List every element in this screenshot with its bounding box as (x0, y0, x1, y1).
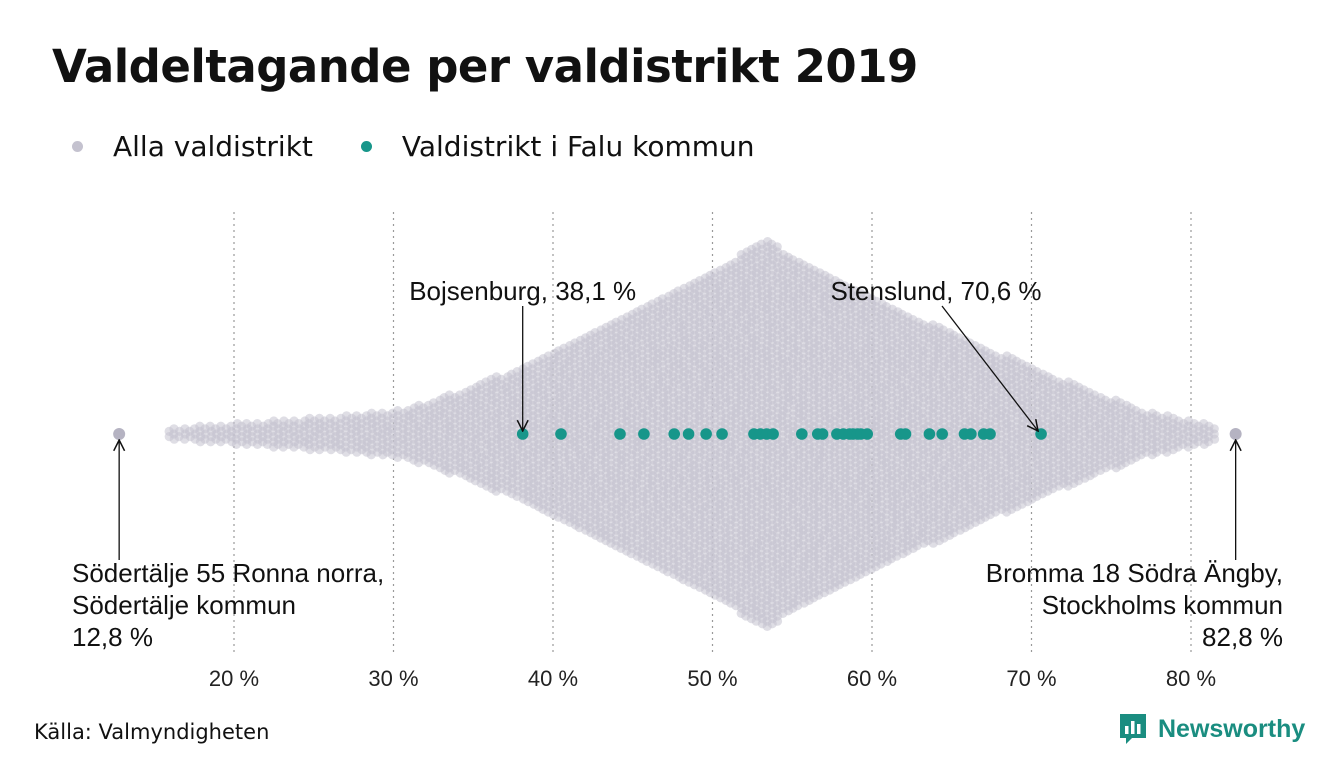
legend: Alla valdistrikt Valdistrikt i Falu komm… (72, 130, 803, 163)
legend-dot-all (72, 141, 83, 152)
district-dot (772, 616, 783, 626)
chart-title: Valdeltagande per valdistrikt 2019 (52, 40, 918, 93)
district-dot (772, 242, 782, 252)
legend-label-falun: Valdistrikt i Falu kommun (401, 130, 755, 163)
legend-dot-falun (360, 141, 372, 152)
all-districts-swarm (113, 237, 1242, 632)
legend-item-all: Alla valdistrikt (72, 130, 313, 163)
legend-label-all: Alla valdistrikt (113, 130, 313, 163)
legend-item-falun: Valdistrikt i Falu kommun (360, 130, 755, 163)
